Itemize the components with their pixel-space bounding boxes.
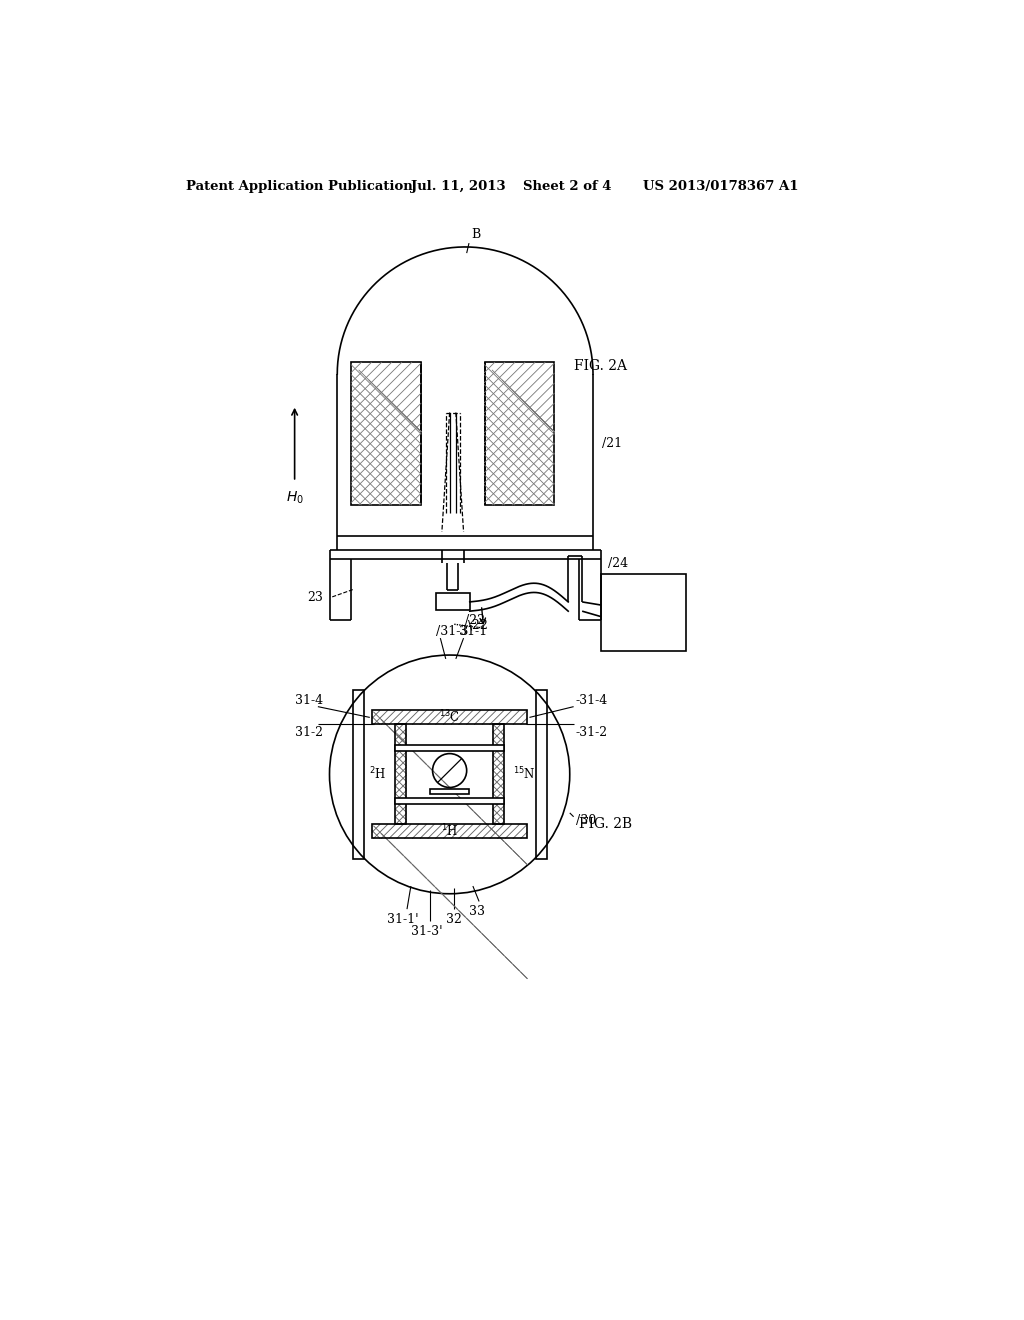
Bar	[601, 574, 686, 651]
Text: 31-2: 31-2	[295, 726, 323, 739]
Text: $^{1}$H: $^{1}$H	[441, 824, 459, 840]
Text: /31-3: /31-3	[435, 626, 468, 638]
Text: 31-3': 31-3'	[411, 924, 442, 937]
Text: 31-1': 31-1'	[387, 913, 419, 927]
Text: $H_0$: $H_0$	[286, 490, 303, 506]
Text: Patent Application Publication: Patent Application Publication	[186, 181, 413, 194]
Text: 31-4: 31-4	[295, 693, 323, 706]
Bar	[395, 744, 504, 751]
Bar	[484, 363, 554, 506]
Text: /30: /30	[575, 814, 596, 828]
Text: Jul. 11, 2013: Jul. 11, 2013	[411, 181, 506, 194]
Text: Sheet 2 of 4: Sheet 2 of 4	[523, 181, 611, 194]
Text: /21: /21	[602, 437, 623, 450]
Text: US 2013/0178367 A1: US 2013/0178367 A1	[643, 181, 799, 194]
Text: 32: 32	[445, 913, 462, 927]
Text: -31-2: -31-2	[575, 726, 608, 739]
Bar	[493, 725, 504, 825]
Text: /22: /22	[465, 614, 485, 627]
Text: -31-4: -31-4	[575, 693, 608, 706]
Bar	[372, 825, 527, 838]
Text: FIG. 2B: FIG. 2B	[579, 817, 632, 832]
Text: $^{2}$H: $^{2}$H	[369, 766, 386, 783]
Bar	[395, 725, 407, 825]
Bar	[352, 689, 364, 859]
Bar	[395, 797, 504, 804]
Bar	[536, 689, 547, 859]
Text: $\backslash$22: $\backslash$22	[467, 616, 487, 631]
Bar	[351, 363, 421, 506]
Text: 33: 33	[469, 906, 484, 919]
Text: 23: 23	[307, 591, 324, 603]
Text: /24: /24	[608, 557, 629, 570]
Bar	[430, 789, 469, 793]
Text: 31-1: 31-1	[459, 626, 487, 638]
Bar	[435, 594, 470, 610]
Bar	[372, 710, 527, 725]
Text: $^{15}$N: $^{15}$N	[513, 766, 536, 783]
Text: $^{13}$C: $^{13}$C	[439, 709, 460, 726]
Text: B: B	[471, 228, 480, 240]
Text: FIG. 2A: FIG. 2A	[573, 359, 627, 374]
